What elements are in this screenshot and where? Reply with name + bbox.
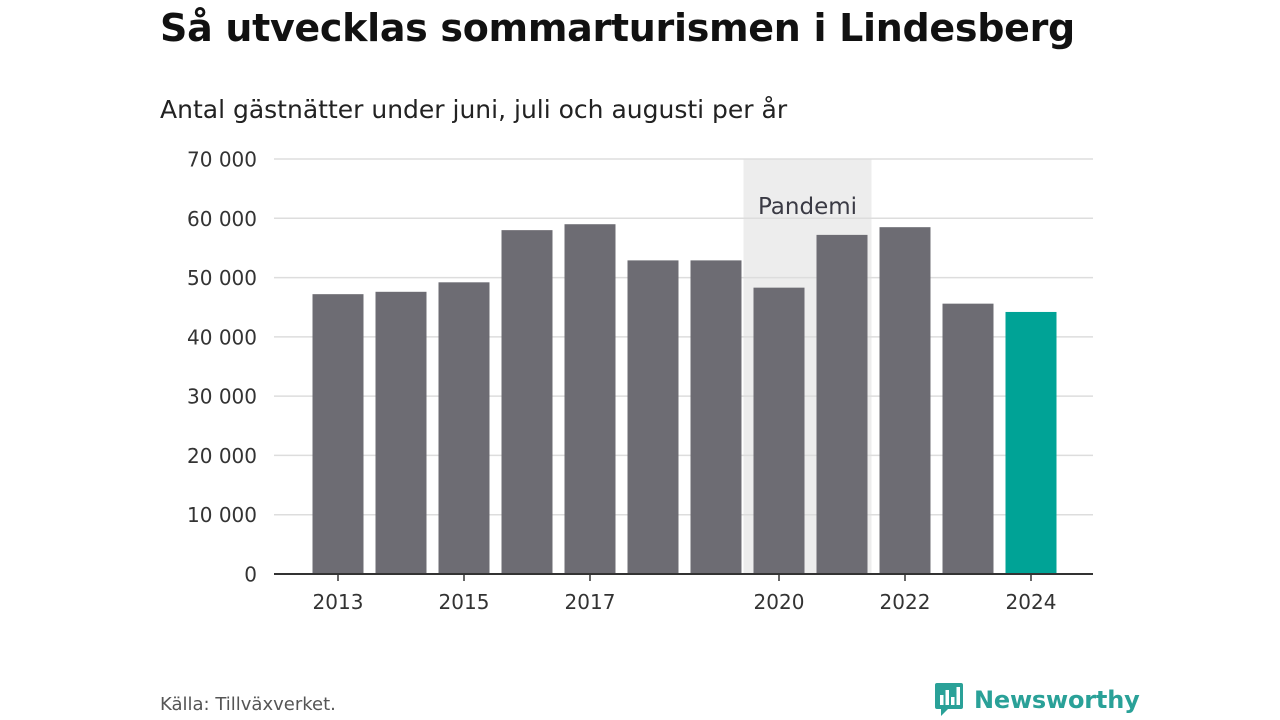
bar-2015 [438, 282, 490, 574]
bar-2018 [627, 260, 679, 574]
bar-2020 [753, 287, 805, 574]
x-axis-tick-labels: 2013 2015 2017 2020 2022 2024 [313, 590, 1057, 614]
bar-chart: Pandemi 0 10 000 20 000 30 000 40 000 50 000 6… [187, 148, 1093, 614]
y-tick-label: 60 000 [187, 207, 257, 231]
bar-2017 [564, 224, 616, 574]
brand-logo: Newsworthy [934, 682, 1140, 718]
source-note: Källa: Tillväxverket. [160, 694, 336, 715]
annotation-label: Pandemi [758, 194, 857, 220]
bar-2013 [312, 294, 364, 574]
y-tick-label: 70 000 [187, 148, 257, 172]
bars [312, 224, 1057, 574]
x-axis [274, 573, 1093, 581]
y-tick-label: 20 000 [187, 444, 257, 468]
x-tick-label: 2015 [439, 590, 490, 614]
y-tick-label: 10 000 [187, 503, 257, 527]
newsworthy-chart-bubble-icon [935, 683, 963, 716]
bar-2024 [1005, 311, 1057, 574]
bar-2022 [879, 227, 931, 574]
x-tick-label: 2022 [880, 590, 931, 614]
chart-subtitle: Antal gästnätter under juni, juli och au… [160, 95, 788, 124]
brand-name: Newsworthy [974, 686, 1140, 714]
y-axis-tick-labels: 0 10 000 20 000 30 000 40 000 50 000 60 000 70 … [187, 148, 257, 587]
x-tick-label: 2017 [565, 590, 616, 614]
bar-2021 [816, 234, 868, 574]
chart-title: Så utvecklas sommarturismen i Lindesberg [160, 6, 1075, 50]
x-tick-label: 2020 [754, 590, 805, 614]
y-tick-label: 40 000 [187, 325, 257, 349]
bar-2014 [375, 291, 427, 574]
bar-2023 [942, 303, 994, 574]
y-tick-label: 0 [244, 563, 257, 587]
y-tick-label: 30 000 [187, 385, 257, 409]
bar-2016 [501, 230, 553, 574]
x-tick-label: 2013 [313, 590, 364, 614]
y-tick-label: 50 000 [187, 266, 257, 290]
x-tick-label: 2024 [1006, 590, 1057, 614]
bar-2019 [690, 260, 742, 574]
